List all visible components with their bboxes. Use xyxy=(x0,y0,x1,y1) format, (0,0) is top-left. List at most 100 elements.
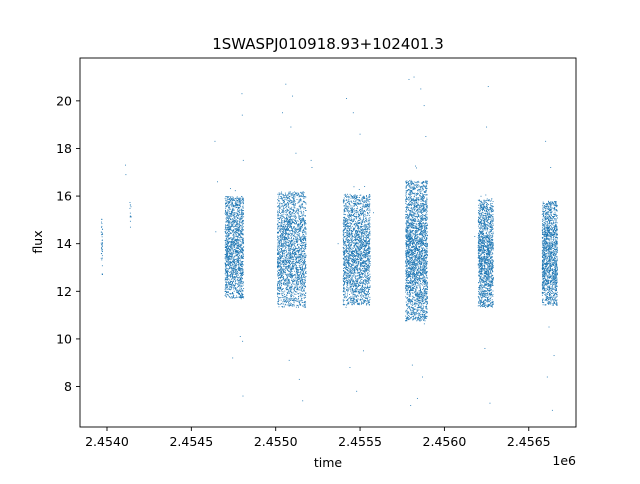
data-point xyxy=(240,256,242,258)
data-point xyxy=(301,220,303,222)
data-point xyxy=(231,198,233,199)
data-point xyxy=(364,274,366,276)
data-point xyxy=(353,257,355,259)
data-point xyxy=(101,246,103,247)
data-point xyxy=(285,258,287,260)
data-point xyxy=(238,266,240,268)
data-point xyxy=(242,290,244,292)
data-point xyxy=(231,202,232,204)
data-point xyxy=(296,208,298,210)
data-point xyxy=(280,222,282,224)
data-point xyxy=(240,272,242,274)
data-point xyxy=(238,219,240,221)
data-point xyxy=(284,236,286,238)
data-point xyxy=(364,211,366,213)
data-point xyxy=(302,192,304,194)
data-point xyxy=(356,282,358,284)
data-point xyxy=(288,232,290,234)
data-point xyxy=(225,258,227,260)
data-point xyxy=(281,198,283,200)
data-point xyxy=(283,228,285,230)
data-point xyxy=(225,283,227,285)
data-point xyxy=(347,228,349,229)
data-point xyxy=(237,250,239,252)
data-point xyxy=(289,255,291,257)
data-point xyxy=(225,250,227,252)
data-point xyxy=(236,258,238,260)
data-point xyxy=(238,260,240,262)
data-point xyxy=(238,246,240,248)
data-point xyxy=(291,249,293,251)
data-point xyxy=(352,260,354,262)
data-point xyxy=(300,240,302,242)
data-point xyxy=(235,251,237,253)
data-point xyxy=(349,247,351,249)
data-point xyxy=(290,232,291,234)
data-point xyxy=(354,259,356,261)
data-point xyxy=(239,239,241,241)
data-point xyxy=(224,294,226,296)
data-point xyxy=(239,272,241,274)
data-point xyxy=(277,253,279,255)
data-point xyxy=(278,275,280,276)
data-point xyxy=(242,296,244,298)
data-point xyxy=(289,220,291,222)
data-point xyxy=(343,220,344,222)
data-point xyxy=(369,289,371,290)
data-point xyxy=(355,264,357,266)
data-point xyxy=(240,268,242,270)
data-point xyxy=(283,236,285,238)
data-point xyxy=(282,233,284,235)
data-point xyxy=(351,225,353,227)
data-point xyxy=(231,284,232,286)
data-point xyxy=(286,279,288,281)
data-point xyxy=(303,273,304,275)
data-point xyxy=(283,261,285,263)
data-point xyxy=(282,290,284,292)
data-point xyxy=(289,299,291,301)
data-point xyxy=(239,233,240,235)
data-point xyxy=(359,237,361,239)
data-point xyxy=(367,241,369,243)
data-point xyxy=(289,249,291,251)
data-point xyxy=(286,268,288,270)
data-point xyxy=(359,289,361,291)
data-point xyxy=(298,213,300,215)
data-point xyxy=(241,237,243,238)
data-point xyxy=(243,297,245,299)
data-point xyxy=(356,247,358,249)
data-point xyxy=(300,206,301,208)
data-point xyxy=(292,228,294,230)
data-point xyxy=(289,208,291,210)
data-point xyxy=(356,278,358,280)
data-point xyxy=(303,214,305,216)
data-point xyxy=(284,244,286,246)
data-point xyxy=(278,218,280,219)
data-point xyxy=(297,233,299,235)
data-point xyxy=(300,277,302,278)
data-point xyxy=(232,204,234,206)
data-point xyxy=(280,196,282,198)
data-point xyxy=(235,289,237,291)
data-point xyxy=(242,222,244,224)
data-point xyxy=(277,259,279,261)
data-point xyxy=(283,226,285,228)
data-point xyxy=(231,210,233,211)
data-point xyxy=(360,243,362,245)
data-point xyxy=(278,192,280,194)
data-point xyxy=(288,282,290,284)
data-point xyxy=(237,251,239,253)
data-point xyxy=(353,197,355,199)
data-point xyxy=(295,276,297,278)
data-point xyxy=(101,257,103,259)
data-point xyxy=(290,215,291,217)
data-point xyxy=(365,253,367,255)
outlier-point xyxy=(239,336,241,337)
data-point xyxy=(233,272,234,274)
data-point xyxy=(358,278,360,280)
data-point xyxy=(283,204,285,206)
data-point xyxy=(234,288,236,290)
outlier-point xyxy=(288,359,290,361)
data-point xyxy=(241,252,243,254)
data-point xyxy=(241,263,243,265)
